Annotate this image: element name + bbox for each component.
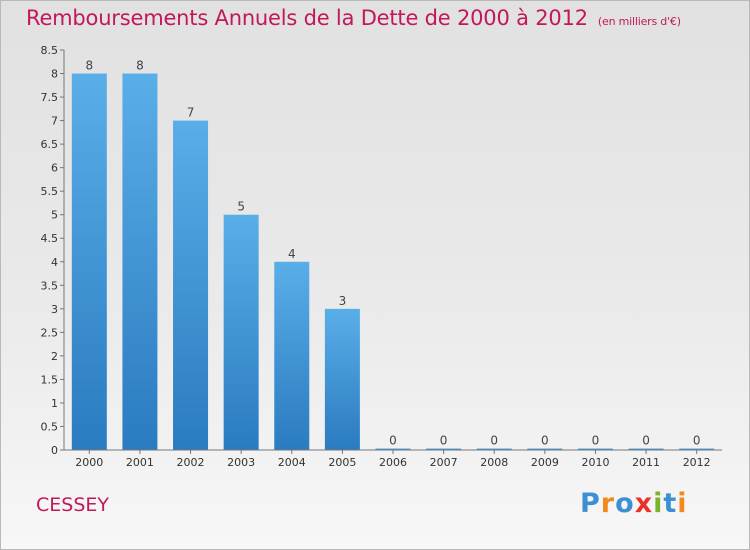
bar-value-label: 0 xyxy=(389,434,397,448)
y-tick-label: 8.5 xyxy=(41,44,59,57)
x-axis: 2000 2001 2002 2003 2004 2005 2006 2007 2008 2009… xyxy=(64,449,722,469)
y-tick-label: 7.5 xyxy=(41,91,59,104)
x-tick-label: 2011 xyxy=(632,456,660,469)
bar xyxy=(577,448,613,450)
commune-name: CESSEY xyxy=(36,494,110,516)
bar-value-label: 4 xyxy=(288,247,296,261)
chart-unit: (en milliers d'€) xyxy=(597,15,681,28)
y-tick-label: 8 xyxy=(51,68,58,81)
x-tick-label: 2007 xyxy=(430,456,458,469)
y-tick-label: 3 xyxy=(51,303,58,316)
bar-value-label: 8 xyxy=(85,59,93,73)
logo-letter: t xyxy=(663,488,678,519)
logo-letter: i xyxy=(653,488,664,519)
bar-value-label: 0 xyxy=(440,434,448,448)
bar-value-label: 8 xyxy=(136,59,144,73)
y-tick-label: 6 xyxy=(51,162,58,175)
x-tick-label: 2001 xyxy=(126,456,154,469)
logo-letter: o xyxy=(615,488,635,519)
bar xyxy=(476,448,512,450)
x-tick-label: 2008 xyxy=(480,456,508,469)
logo-letter: x xyxy=(634,488,654,519)
bar xyxy=(527,448,563,450)
bar xyxy=(71,73,107,450)
y-tick-label: 2.5 xyxy=(41,326,59,339)
bar xyxy=(679,448,715,450)
x-tick-label: 2003 xyxy=(227,456,255,469)
y-tick-label: 7 xyxy=(51,115,58,128)
bars: 8 8 7 5 4 3 0 0 0 0 0 0 0 xyxy=(71,59,715,451)
proxiti-logo[interactable]: Proxiti xyxy=(580,488,688,519)
bar-value-label: 0 xyxy=(642,434,650,448)
bar xyxy=(324,308,360,450)
bar xyxy=(173,120,209,451)
bar xyxy=(375,448,411,450)
x-tick-label: 2002 xyxy=(177,456,205,469)
x-tick-label: 2009 xyxy=(531,456,559,469)
y-tick-label: 4.5 xyxy=(41,232,59,245)
bar xyxy=(122,73,158,450)
y-tick-label: 1 xyxy=(51,397,58,410)
y-tick-label: 6.5 xyxy=(41,138,59,151)
x-tick-label: 2010 xyxy=(581,456,609,469)
bar xyxy=(274,261,310,450)
chart-title: Remboursements Annuels de la Dette de 20… xyxy=(26,6,681,30)
bar xyxy=(223,214,259,450)
bar-value-label: 0 xyxy=(541,434,549,448)
bar-value-label: 0 xyxy=(592,434,600,448)
x-tick-label: 2000 xyxy=(75,456,103,469)
x-tick-label: 2006 xyxy=(379,456,407,469)
bar-value-label: 7 xyxy=(187,106,195,120)
y-tick-label: 2 xyxy=(51,350,58,363)
logo-letter: i xyxy=(677,488,688,519)
bar-value-label: 3 xyxy=(339,294,347,308)
logo-letter: P xyxy=(580,488,601,519)
y-tick-label: 5 xyxy=(51,209,58,222)
y-tick-label: 4 xyxy=(51,256,58,269)
x-tick-label: 2012 xyxy=(683,456,711,469)
y-tick-label: 3.5 xyxy=(41,279,59,292)
y-tick-label: 5.5 xyxy=(41,185,59,198)
bar xyxy=(628,448,664,450)
bar xyxy=(426,448,462,450)
x-tick-label: 2005 xyxy=(328,456,356,469)
y-axis: 0 0.5 1 1.5 2 2.5 3 3.5 4 4.5 5 5.5 6 6.5 7 7.5 8 8.5 xyxy=(41,44,65,457)
x-tick-label: 2004 xyxy=(278,456,306,469)
y-tick-label: 0.5 xyxy=(41,420,59,433)
y-tick-label: 0 xyxy=(51,444,58,457)
y-tick-label: 1.5 xyxy=(41,373,59,386)
bar-value-label: 0 xyxy=(490,434,498,448)
bar-value-label: 5 xyxy=(237,200,245,214)
logo-letter: r xyxy=(600,488,616,519)
bar-value-label: 0 xyxy=(693,434,701,448)
chart-title-text: Remboursements Annuels de la Dette de 20… xyxy=(26,6,588,30)
